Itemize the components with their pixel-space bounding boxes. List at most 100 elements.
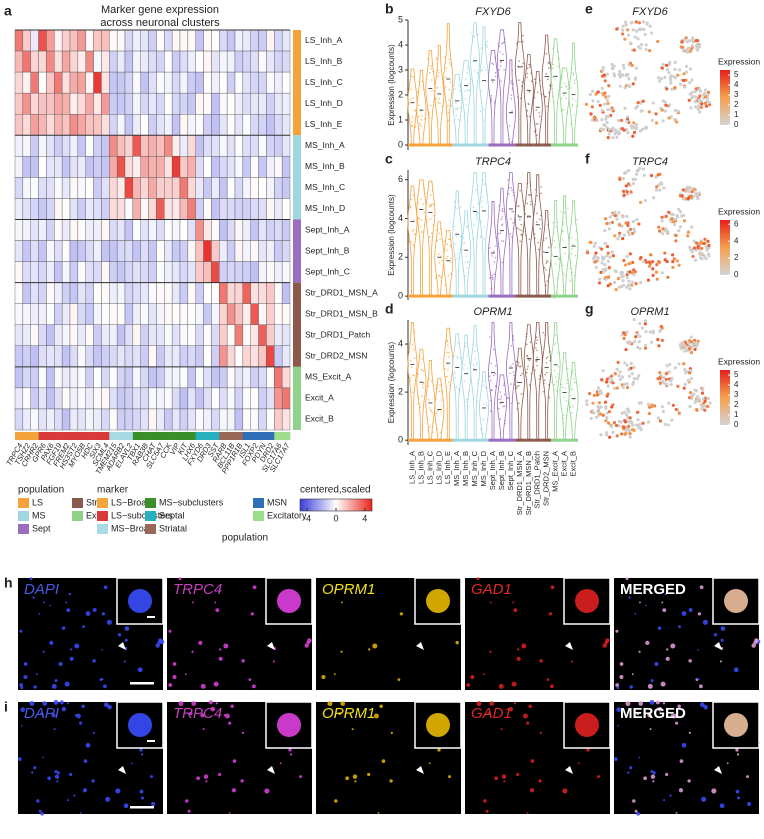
heatmap-cell [93,50,102,73]
violin-dot [503,382,506,385]
tsne-point [701,386,705,391]
heatmap-cell [93,324,102,346]
violin-dot [475,236,478,238]
tsne-point [605,254,609,258]
heatmap-cell [14,324,24,346]
heatmap-cell [85,219,94,241]
heatmap-cell [22,387,31,410]
heatmap-cell [132,92,141,115]
heatmap-cell [164,71,173,94]
violin-dot [522,200,524,202]
violin-dot [485,43,488,46]
violin-dot [420,395,423,398]
heatmap-cell [258,177,267,199]
heatmap-cell [148,92,157,115]
color-tick-label: 4 [734,80,739,89]
violin [541,210,552,297]
heatmap-cell [124,303,134,325]
tsne-point [603,228,607,233]
tsne-point [708,401,712,405]
zero-band [524,294,534,298]
signal [539,731,542,734]
heatmap-cell [274,219,283,241]
heatmap-cell [171,114,181,136]
tsne-point [592,411,596,415]
violin-dot [510,82,513,85]
signal [340,650,343,653]
heatmap-cell [69,387,79,410]
violin-dot [528,115,531,118]
heatmap-cell [22,219,31,241]
heatmap-cell [219,177,228,199]
heatmap-cell [266,92,275,115]
violin-dot [552,221,555,224]
heatmap-cell [132,387,141,410]
violin-dot [502,405,504,408]
tsne-point [615,367,619,371]
signal [56,771,60,775]
signal [660,681,666,687]
tsne-point [598,277,602,281]
violin-dot [427,429,429,432]
heatmap-cell [132,71,141,94]
violin-dot [572,243,575,245]
violin-dot [423,211,426,214]
tsne-point [707,243,711,248]
violin-dot [483,183,486,186]
heatmap-cell [140,92,149,115]
heatmap-cell [179,303,189,325]
tsne-point [591,256,596,261]
violin-dot [412,97,415,99]
tsne-point [613,128,618,132]
signal [625,701,631,707]
signal [47,776,51,781]
heatmap-cell [85,282,94,304]
heatmap-cell [46,198,55,220]
violin-dot [548,62,551,65]
tsne-point [629,21,633,25]
arrowhead [565,766,573,774]
violin-dot [516,408,518,410]
tsne-point [675,259,679,263]
tsne-point [610,405,614,409]
violin-dot [485,401,488,404]
violin-dot [511,210,513,213]
tsne-point [637,222,641,226]
tsne-point [604,405,608,409]
heatmap-cell [219,198,228,220]
channel-label: DAPI [24,581,59,598]
tsne-point [623,106,627,110]
heatmap-cell [77,324,86,346]
signal [470,674,475,680]
signal [675,721,679,725]
heatmap-cell [250,114,259,136]
y-axis-label: Expression (logcounts) [387,341,396,423]
tsne-point [676,384,680,388]
violin-dot [437,69,440,72]
violin [550,322,561,441]
tsne-point [693,105,698,109]
tsne-point [702,254,706,258]
violin-dot [562,221,565,223]
heatmap-cell [140,261,149,283]
heatmap-cell [187,324,196,346]
signal [513,702,517,705]
tsne-point [690,94,695,99]
violin-dot [436,87,438,89]
signal [516,772,520,777]
signal [638,756,641,759]
violin-dot [521,372,523,375]
heatmap-cell [211,219,220,241]
tsne-point [656,76,661,80]
violin-dot [530,80,533,83]
violin-dot [548,384,550,386]
violin [505,172,516,297]
tsne-point [698,94,702,98]
signal [23,662,28,666]
tsne-point [604,117,608,121]
heatmap-cell [195,50,204,73]
tsne-point [680,194,684,198]
violin-dot [435,58,438,60]
x-tick-label: LS_Inh_D [434,450,443,484]
tsne-point [639,101,643,105]
